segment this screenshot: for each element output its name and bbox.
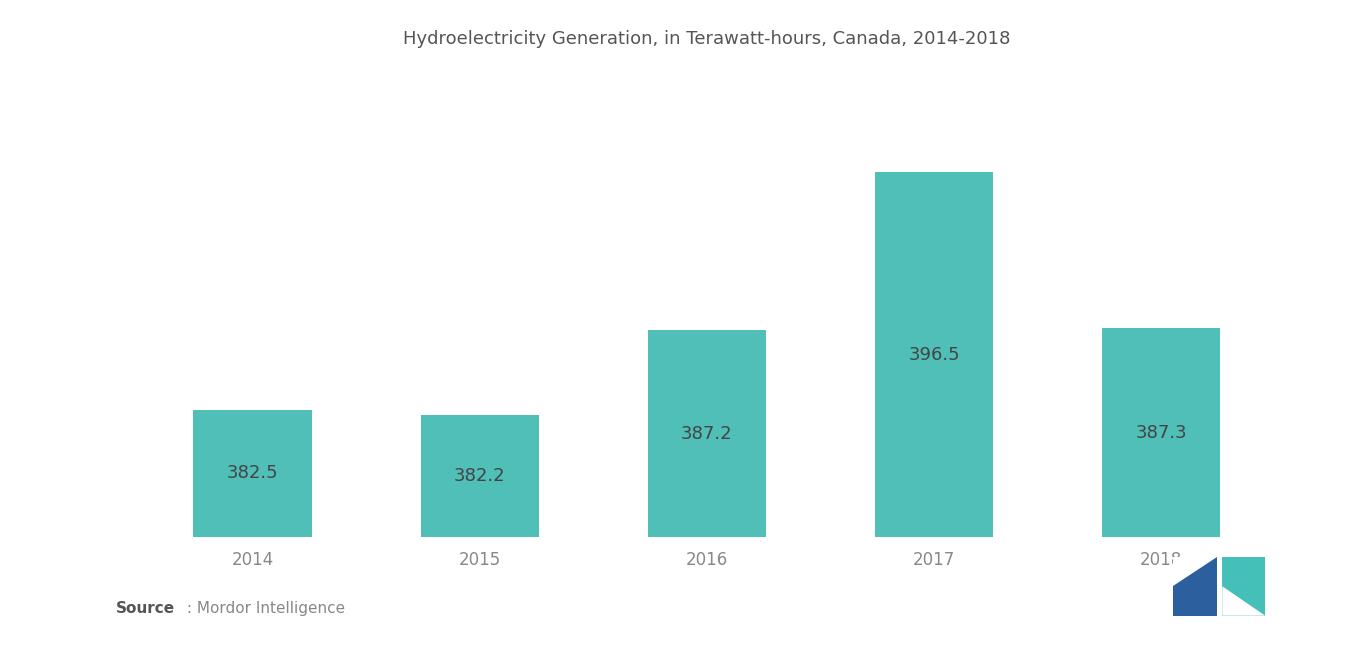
Bar: [647, 330, 766, 537]
Text: 382.2: 382.2: [454, 467, 505, 485]
Polygon shape: [1223, 557, 1265, 616]
Bar: [194, 410, 311, 537]
Bar: [1102, 328, 1220, 537]
Text: 387.3: 387.3: [1135, 424, 1187, 441]
Text: 387.2: 387.2: [682, 424, 732, 443]
Polygon shape: [1173, 557, 1217, 616]
Polygon shape: [1223, 586, 1265, 616]
Text: 396.5: 396.5: [908, 346, 960, 364]
Text: : Mordor Intelligence: : Mordor Intelligence: [182, 601, 344, 616]
Polygon shape: [1173, 557, 1217, 586]
Text: Source: Source: [116, 601, 175, 616]
Bar: [421, 415, 538, 537]
Bar: [876, 172, 993, 537]
Text: 382.5: 382.5: [227, 464, 279, 483]
Title: Hydroelectricity Generation, in Terawatt-hours, Canada, 2014-2018: Hydroelectricity Generation, in Terawatt…: [403, 30, 1011, 48]
